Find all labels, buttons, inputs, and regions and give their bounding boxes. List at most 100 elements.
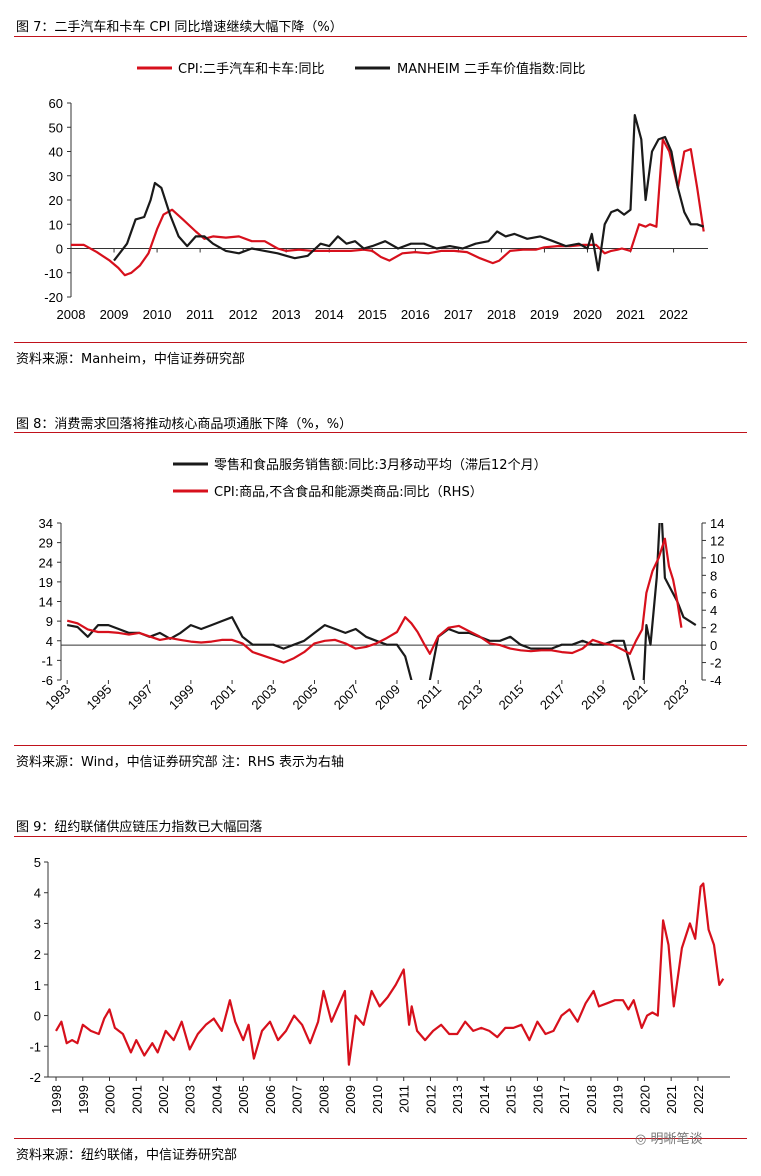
x-tick-label: 2012 [229,307,258,322]
x-tick-label: 2009 [343,1085,358,1114]
x-tick-label: 2012 [423,1085,438,1114]
figure-9-bottom-rule [14,1138,747,1139]
x-tick-label: 2001 [207,682,238,713]
series-line-gscpi [55,882,725,1066]
x-tick-label: 2020 [637,1085,652,1114]
right-y-tick-label: 6 [710,586,717,601]
x-tick-label: 2022 [659,307,688,322]
x-tick-label: 2004 [209,1085,224,1114]
x-tick-label: 2015 [504,1085,519,1114]
series-line-retail-sales [67,523,697,680]
figure-7-title: 图 7：二手汽车和卡车 CPI 同比增速继续大幅下降（%） [16,20,343,35]
x-tick-label: 2016 [530,1085,545,1114]
figure-7-source: 资料来源：Manheim，中信证券研究部 [16,352,245,367]
x-tick-label: 2019 [530,307,559,322]
y-tick-label: 40 [49,145,63,160]
y-tick-label: 0 [34,1009,41,1024]
right-y-tick-label: 10 [710,551,724,566]
x-tick-label: 2022 [691,1085,706,1114]
x-tick-label: 2018 [584,1085,599,1114]
y-tick-label: 30 [49,169,63,184]
x-tick-label: 2013 [450,1085,465,1114]
x-tick-label: 1999 [76,1085,91,1114]
x-tick-label: 1998 [49,1085,64,1114]
y-tick-label: 4 [34,886,41,901]
figure-8-bottom-rule [14,745,747,746]
left-y-tick-label: 14 [39,595,53,610]
figure-8-title: 图 8：消费需求回落将推动核心商品项通胀下降（%，%） [16,417,353,432]
series-line-core-goods-cpi [66,537,683,664]
y-tick-label: 0 [56,242,63,257]
y-tick-label: -10 [44,266,63,281]
left-y-tick-label: 24 [39,555,53,570]
y-tick-label: -20 [44,290,63,305]
right-y-tick-label: -4 [710,673,722,688]
x-tick-label: 2011 [414,682,444,712]
legend-label-cpi-used-cars: CPI:二手汽车和卡车:同比 [178,61,325,77]
figure-9-top-rule [14,836,747,837]
right-y-tick-label: 8 [710,568,717,583]
x-tick-label: 2013 [272,307,301,322]
y-tick-label: 5 [34,855,41,870]
x-tick-label: 2011 [186,307,214,322]
x-tick-label: 2009 [372,682,403,713]
x-tick-label: 2015 [358,307,387,322]
series-line-cpi-used-cars [71,138,705,277]
right-y-tick-label: 2 [710,621,717,636]
x-tick-label: 2013 [454,682,485,713]
x-tick-label: 1999 [166,682,197,713]
left-y-tick-label: -1 [41,653,53,668]
x-tick-label: 2023 [661,682,692,713]
legend-label-manheim: MANHEIM 二手车价值指数:同比 [397,61,585,77]
series-line-manheim [113,114,705,272]
right-y-tick-label: 12 [710,533,724,548]
left-y-tick-label: -6 [41,673,53,688]
x-tick-label: 2011 [397,1085,412,1113]
figure-7-top-rule [14,36,747,37]
x-tick-label: 2002 [156,1085,171,1114]
x-tick-label: 2003 [183,1085,198,1114]
left-y-tick-label: 34 [39,516,53,531]
right-y-tick-label: 4 [710,603,717,618]
chart-used-car-cpi: CPI:二手汽车和卡车:同比 MANHEIM 二手车价值指数:同比 60 50 40 30… [44,61,708,322]
figure-9-source: 资料来源：纽约联储，中信证券研究部 [16,1148,238,1163]
x-tick-label: 2006 [263,1085,278,1114]
x-tick-label: 2021 [619,682,650,713]
left-y-tick-label: 9 [46,614,53,629]
x-tick-label: 2010 [143,307,172,322]
x-tick-label: 2008 [57,307,86,322]
x-tick-label: 2000 [103,1085,118,1114]
legend-label-retail-sales: 零售和食品服务销售额:同比:3月移动平均（滞后12个月） [214,457,547,473]
y-tick-label: 2 [34,947,41,962]
x-tick-label: 2007 [331,682,362,713]
y-tick-label: 60 [49,96,63,111]
chart-supply-chain-pressure: 5 4 3 2 1 0 -1 -2 1998 1999 2000 2001 2002 2003 2004 20… [29,855,730,1114]
x-tick-label: 2018 [487,307,516,322]
y-tick-label: 10 [49,217,63,232]
left-y-tick-label: 4 [46,634,53,649]
x-tick-label: 2021 [664,1085,679,1114]
x-tick-label: 2014 [315,307,344,322]
figure-8-top-rule [14,432,747,433]
right-y-tick-label: -2 [710,656,722,671]
x-tick-label: 2003 [248,682,279,713]
y-tick-label: -1 [29,1039,41,1054]
x-tick-label: 2021 [616,307,645,322]
right-y-tick-label: 0 [710,638,717,653]
x-tick-label: 1997 [125,682,156,713]
x-tick-label: 2010 [370,1085,385,1114]
x-tick-label: 2019 [578,682,609,713]
x-tick-label: 2015 [496,682,527,713]
left-y-tick-label: 29 [39,536,53,551]
x-tick-label: 1995 [83,682,114,713]
figure-9-title: 图 9：纽约联储供应链压力指数已大幅回落 [16,820,263,835]
left-y-tick-label: 19 [39,575,53,590]
x-tick-label: 2017 [537,682,568,713]
right-y-tick-label: 14 [710,516,724,531]
x-tick-label: 2001 [129,1085,144,1114]
y-tick-label: 50 [49,120,63,135]
x-tick-label: 2020 [573,307,602,322]
x-tick-label: 2016 [401,307,430,322]
y-tick-label: -2 [29,1070,41,1085]
wechat-icon: ◎ [635,1132,651,1147]
